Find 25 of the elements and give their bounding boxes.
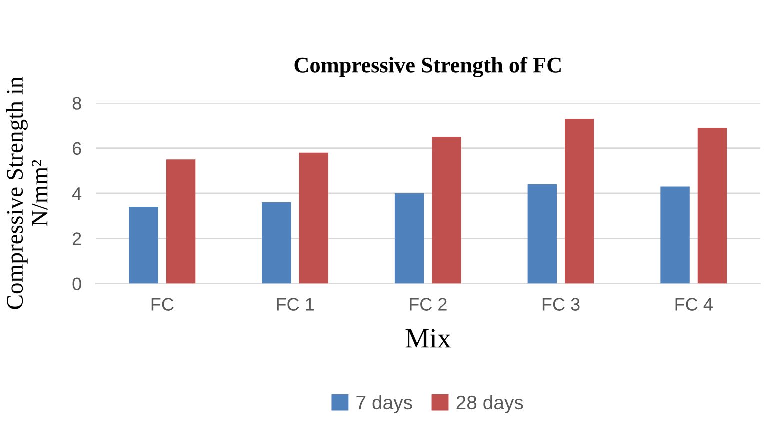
bar (565, 119, 594, 284)
y-axis-title: Compressive Strength in N/mm² (6, 77, 48, 310)
bar (166, 160, 196, 284)
y-tick-label: 6 (72, 142, 82, 156)
x-tick-label: FC 1 (277, 298, 314, 311)
y-tick-label: 8 (72, 97, 82, 110)
bar (262, 202, 292, 284)
bar (660, 186, 690, 284)
bar (698, 128, 728, 284)
x-tick-label: FC 2 (410, 298, 447, 311)
x-axis-title: Mix (406, 329, 451, 348)
y-tick-label: 4 (72, 188, 82, 200)
chart-title: Compressive Strength of FC (294, 57, 561, 78)
y-tick-label: 0 (72, 278, 82, 291)
bar (299, 152, 329, 284)
legend-label: 28 days (456, 395, 524, 414)
bar (394, 194, 424, 284)
x-tick-label: FC (152, 298, 174, 311)
bar (528, 184, 558, 284)
y-tick-label: 2 (72, 232, 82, 246)
x-tick-label: FC 4 (676, 298, 713, 311)
bar (129, 207, 158, 284)
legend-label: 7 days (356, 395, 412, 414)
bar (432, 137, 462, 284)
x-tick-label: FC 3 (542, 298, 580, 311)
